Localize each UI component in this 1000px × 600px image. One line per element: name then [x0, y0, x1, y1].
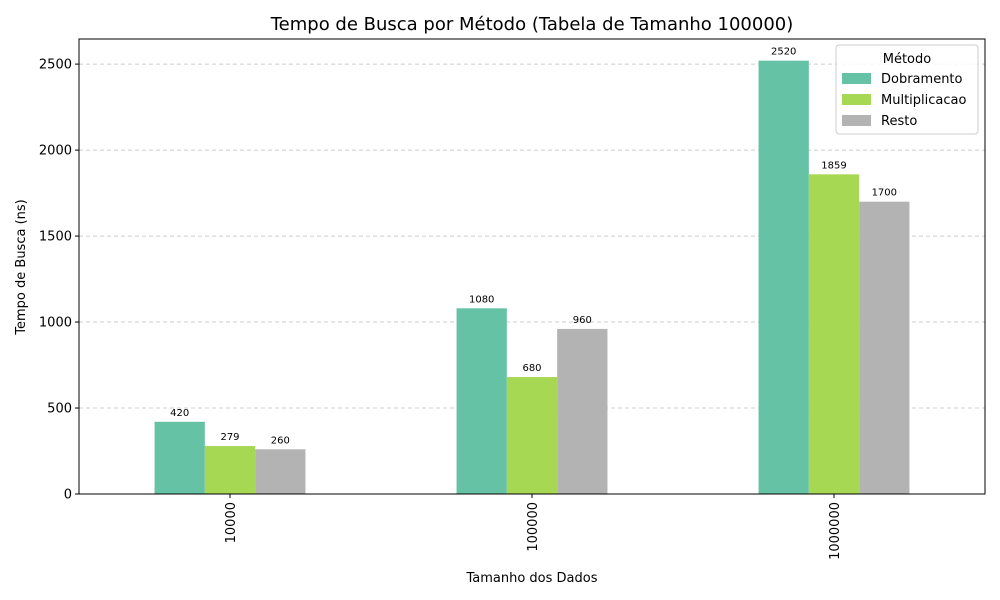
x-axis: 10000 100000 1000000	[224, 494, 843, 560]
data-label: 420	[170, 408, 189, 419]
legend-title: Método	[883, 52, 932, 67]
bar-resto-1000000	[859, 201, 910, 495]
bar-resto-100000	[557, 328, 608, 494]
y-tick-label: 500	[47, 402, 72, 417]
data-label: 1859	[821, 160, 846, 171]
bar-resto-10000	[255, 449, 306, 494]
y-tick-label: 1000	[39, 316, 72, 331]
data-label: 680	[522, 363, 541, 374]
legend-box	[835, 44, 979, 135]
legend-swatch-multiplicacao	[842, 94, 871, 105]
bar-dobramento-10000	[154, 421, 205, 494]
y-tick-label: 2000	[39, 144, 72, 159]
y-axis-label: Tempo de Busca (ns)	[14, 199, 29, 335]
data-label: 1700	[872, 188, 897, 199]
data-label: 260	[271, 435, 290, 446]
data-label: 1080	[469, 294, 494, 305]
bar-multiplicacao-1000000	[808, 174, 860, 494]
y-tick-label: 2500	[39, 58, 72, 73]
bar-multiplicacao-10000	[204, 446, 256, 494]
x-tick-label: 10000	[224, 502, 239, 543]
y-tick-label: 0	[64, 488, 72, 503]
data-label: 279	[220, 432, 239, 443]
y-axis: 0 500 1000 1500 2000 2500	[39, 58, 79, 503]
bar-dobramento-100000	[456, 308, 507, 494]
legend-label-multiplicacao: Multiplicacao	[881, 93, 966, 108]
legend-label-dobramento: Dobramento	[881, 72, 963, 87]
legend: Método Dobramento Multiplicacao Resto	[835, 44, 979, 135]
bars	[154, 60, 910, 495]
data-label: 960	[573, 315, 592, 326]
data-labels: 420 279 260 1080 680 960 2520 1859 1700	[170, 47, 897, 447]
grid-lines	[79, 63, 985, 409]
bar-dobramento-1000000	[758, 60, 809, 495]
data-label: 2520	[771, 47, 796, 58]
x-tick-label: 1000000	[828, 502, 843, 560]
y-tick-label: 1500	[39, 230, 72, 245]
x-tick-label: 100000	[526, 502, 541, 552]
bar-multiplicacao-100000	[506, 377, 558, 494]
legend-swatch-dobramento	[842, 73, 871, 84]
legend-swatch-resto	[842, 115, 871, 126]
legend-label-resto: Resto	[881, 114, 917, 129]
chart-title: Tempo de Busca por Método (Tabela de Tam…	[270, 14, 794, 35]
x-axis-label: Tamanho dos Dados	[465, 571, 597, 586]
